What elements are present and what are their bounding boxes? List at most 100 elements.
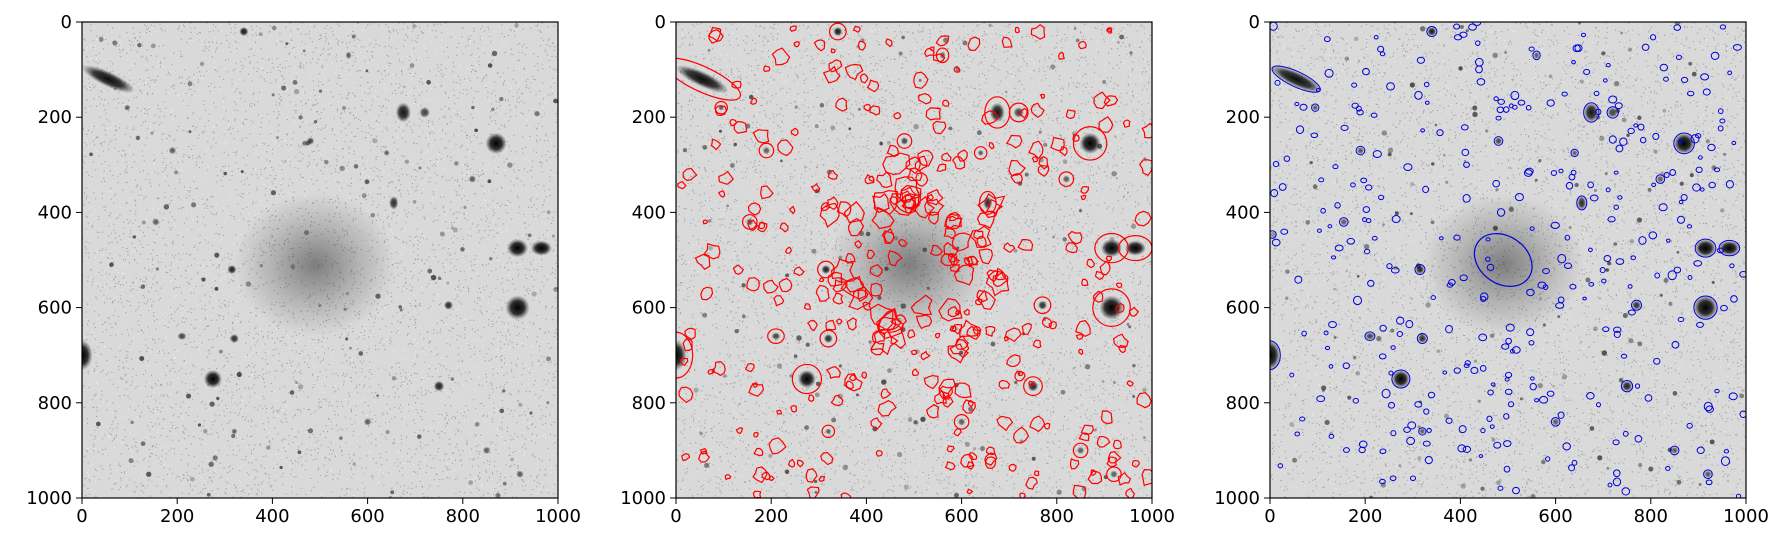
contour [1039,93,1046,99]
contour [876,171,893,189]
detection-ellipse [1423,81,1430,88]
contour [1128,306,1140,317]
faint-source [1102,79,1107,85]
contour [1086,258,1096,269]
contour [994,267,1007,281]
source [1631,300,1642,310]
source [1099,295,1124,320]
contour [1042,317,1053,329]
detection-ellipse [1496,106,1504,114]
detection-ellipse [1355,105,1362,112]
source [505,295,530,320]
contour [1065,109,1076,119]
contour [953,65,961,73]
detection-ellipse [1350,182,1356,188]
contour [976,210,996,229]
detection-ellipse [1476,78,1486,86]
faint-source [1676,250,1680,254]
faint-source [236,371,242,378]
faint-source [141,220,146,225]
detection-ellipse [1702,88,1711,96]
contour [1008,464,1017,472]
source [797,369,817,389]
detection-ellipse [1372,150,1382,158]
faint-source [313,120,318,124]
faint-source [881,379,887,385]
faint-source [1390,328,1395,333]
detection-ellipse [1295,125,1305,134]
faint-source [546,401,550,405]
detection-ellipse [1426,427,1432,433]
faint-source [1538,159,1542,163]
source [229,333,239,344]
detection-ellipse [1542,267,1550,275]
source [1583,102,1599,123]
detection-ellipse [1613,170,1619,175]
contour [1005,134,1023,149]
detection-ellipse [1731,140,1737,146]
detection-ellipse [1420,128,1425,133]
contour [787,458,796,468]
contour [843,201,865,224]
contour [793,266,805,277]
detection-ellipse [1561,91,1568,97]
detection-ellipse [1667,270,1677,281]
contour [955,309,962,316]
detection-ellipse [1638,236,1647,245]
source [1356,146,1365,155]
faint-source [214,252,220,258]
faint-source [953,492,959,498]
faint-source [258,32,263,37]
faint-source [1538,297,1542,301]
source [1270,339,1281,371]
contour [949,213,960,222]
faint-source [1473,359,1478,363]
faint-source [1472,105,1478,111]
source [1656,175,1665,183]
detection-ellipse [1407,421,1417,430]
source [363,418,372,426]
contour [817,260,835,279]
faint-source [216,396,220,400]
contour [949,263,960,274]
faint-source [89,152,93,157]
detection-ellipse [1461,148,1470,157]
contour [1126,380,1134,387]
contour [1001,36,1013,48]
faint-source [918,78,922,82]
detection-ellipse [1371,235,1378,241]
detection-ellipse [1342,362,1351,370]
detection-ellipse [1730,295,1738,303]
detection-ellipse [1608,135,1617,144]
y-tick-label: 800 [1226,393,1260,414]
faint-source [708,245,714,251]
contour [857,289,869,303]
contour [844,63,864,81]
contour [1103,95,1119,107]
detection-ellipse [1542,284,1549,290]
source [1577,196,1587,210]
detection-ellipse [1588,282,1595,287]
faint-source [298,384,304,390]
contour [886,144,899,158]
detection-ellipse [1294,431,1301,437]
faint-source [529,411,533,415]
detection-ellipse [1334,202,1341,209]
contour [810,182,821,193]
faint-source [962,40,968,46]
contour [1037,164,1050,177]
contour [972,325,982,335]
detection-ellipse [1613,330,1621,339]
contour [963,255,974,266]
contour [827,170,838,180]
faint-source [553,98,558,104]
detection-ellipse [1526,288,1535,297]
detection-ellipse [1364,331,1376,341]
detection-ellipse [1470,366,1479,374]
contour [968,452,978,461]
faint-source [1648,466,1654,472]
faint-source [1142,387,1147,393]
faint-source [474,128,479,133]
detection-ellipse [1603,254,1612,262]
